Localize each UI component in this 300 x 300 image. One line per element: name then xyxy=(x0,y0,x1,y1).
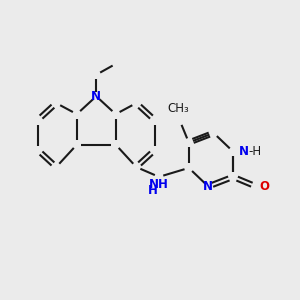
Text: -H: -H xyxy=(248,145,262,158)
Text: N: N xyxy=(238,145,248,158)
Text: CH₃: CH₃ xyxy=(167,102,189,116)
Text: O: O xyxy=(260,180,270,193)
Text: N: N xyxy=(203,180,213,193)
Text: H: H xyxy=(148,184,158,197)
Text: N: N xyxy=(91,90,101,103)
Text: NH: NH xyxy=(149,178,169,191)
